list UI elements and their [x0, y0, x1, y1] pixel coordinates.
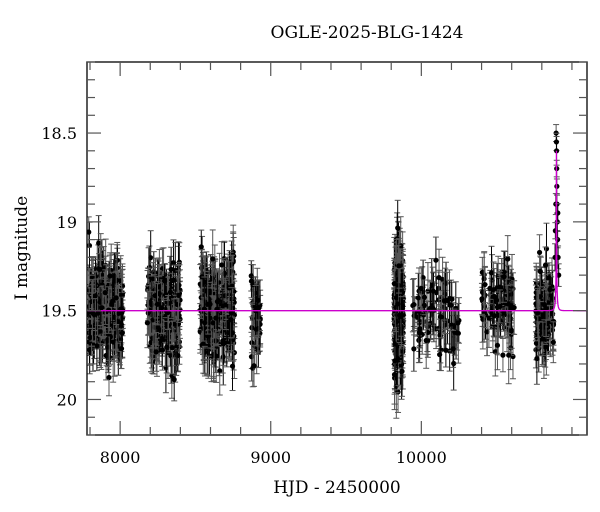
tick-labels: 8000 9000 10000 18.5 19 19.5 20: [41, 124, 446, 467]
x-tick-label: 8000: [100, 448, 141, 467]
plot-frame: [86, 61, 588, 436]
y-axis-label: I magnitude: [12, 196, 32, 300]
data-points: [87, 124, 562, 419]
model-curve: [87, 150, 587, 312]
x-tick-label: 9000: [250, 448, 291, 467]
y-tick-label: 18.5: [41, 124, 77, 143]
x-axis-label: HJD - 2450000: [273, 478, 401, 498]
y-tick-label: 19.5: [41, 302, 77, 321]
chart-title: OGLE-2025-BLG-1424: [271, 23, 464, 43]
y-tick-label: 19: [57, 213, 77, 232]
y-tick-label: 20: [57, 390, 77, 409]
x-tick-label: 10000: [396, 448, 447, 467]
axis-ticks: [87, 61, 587, 436]
